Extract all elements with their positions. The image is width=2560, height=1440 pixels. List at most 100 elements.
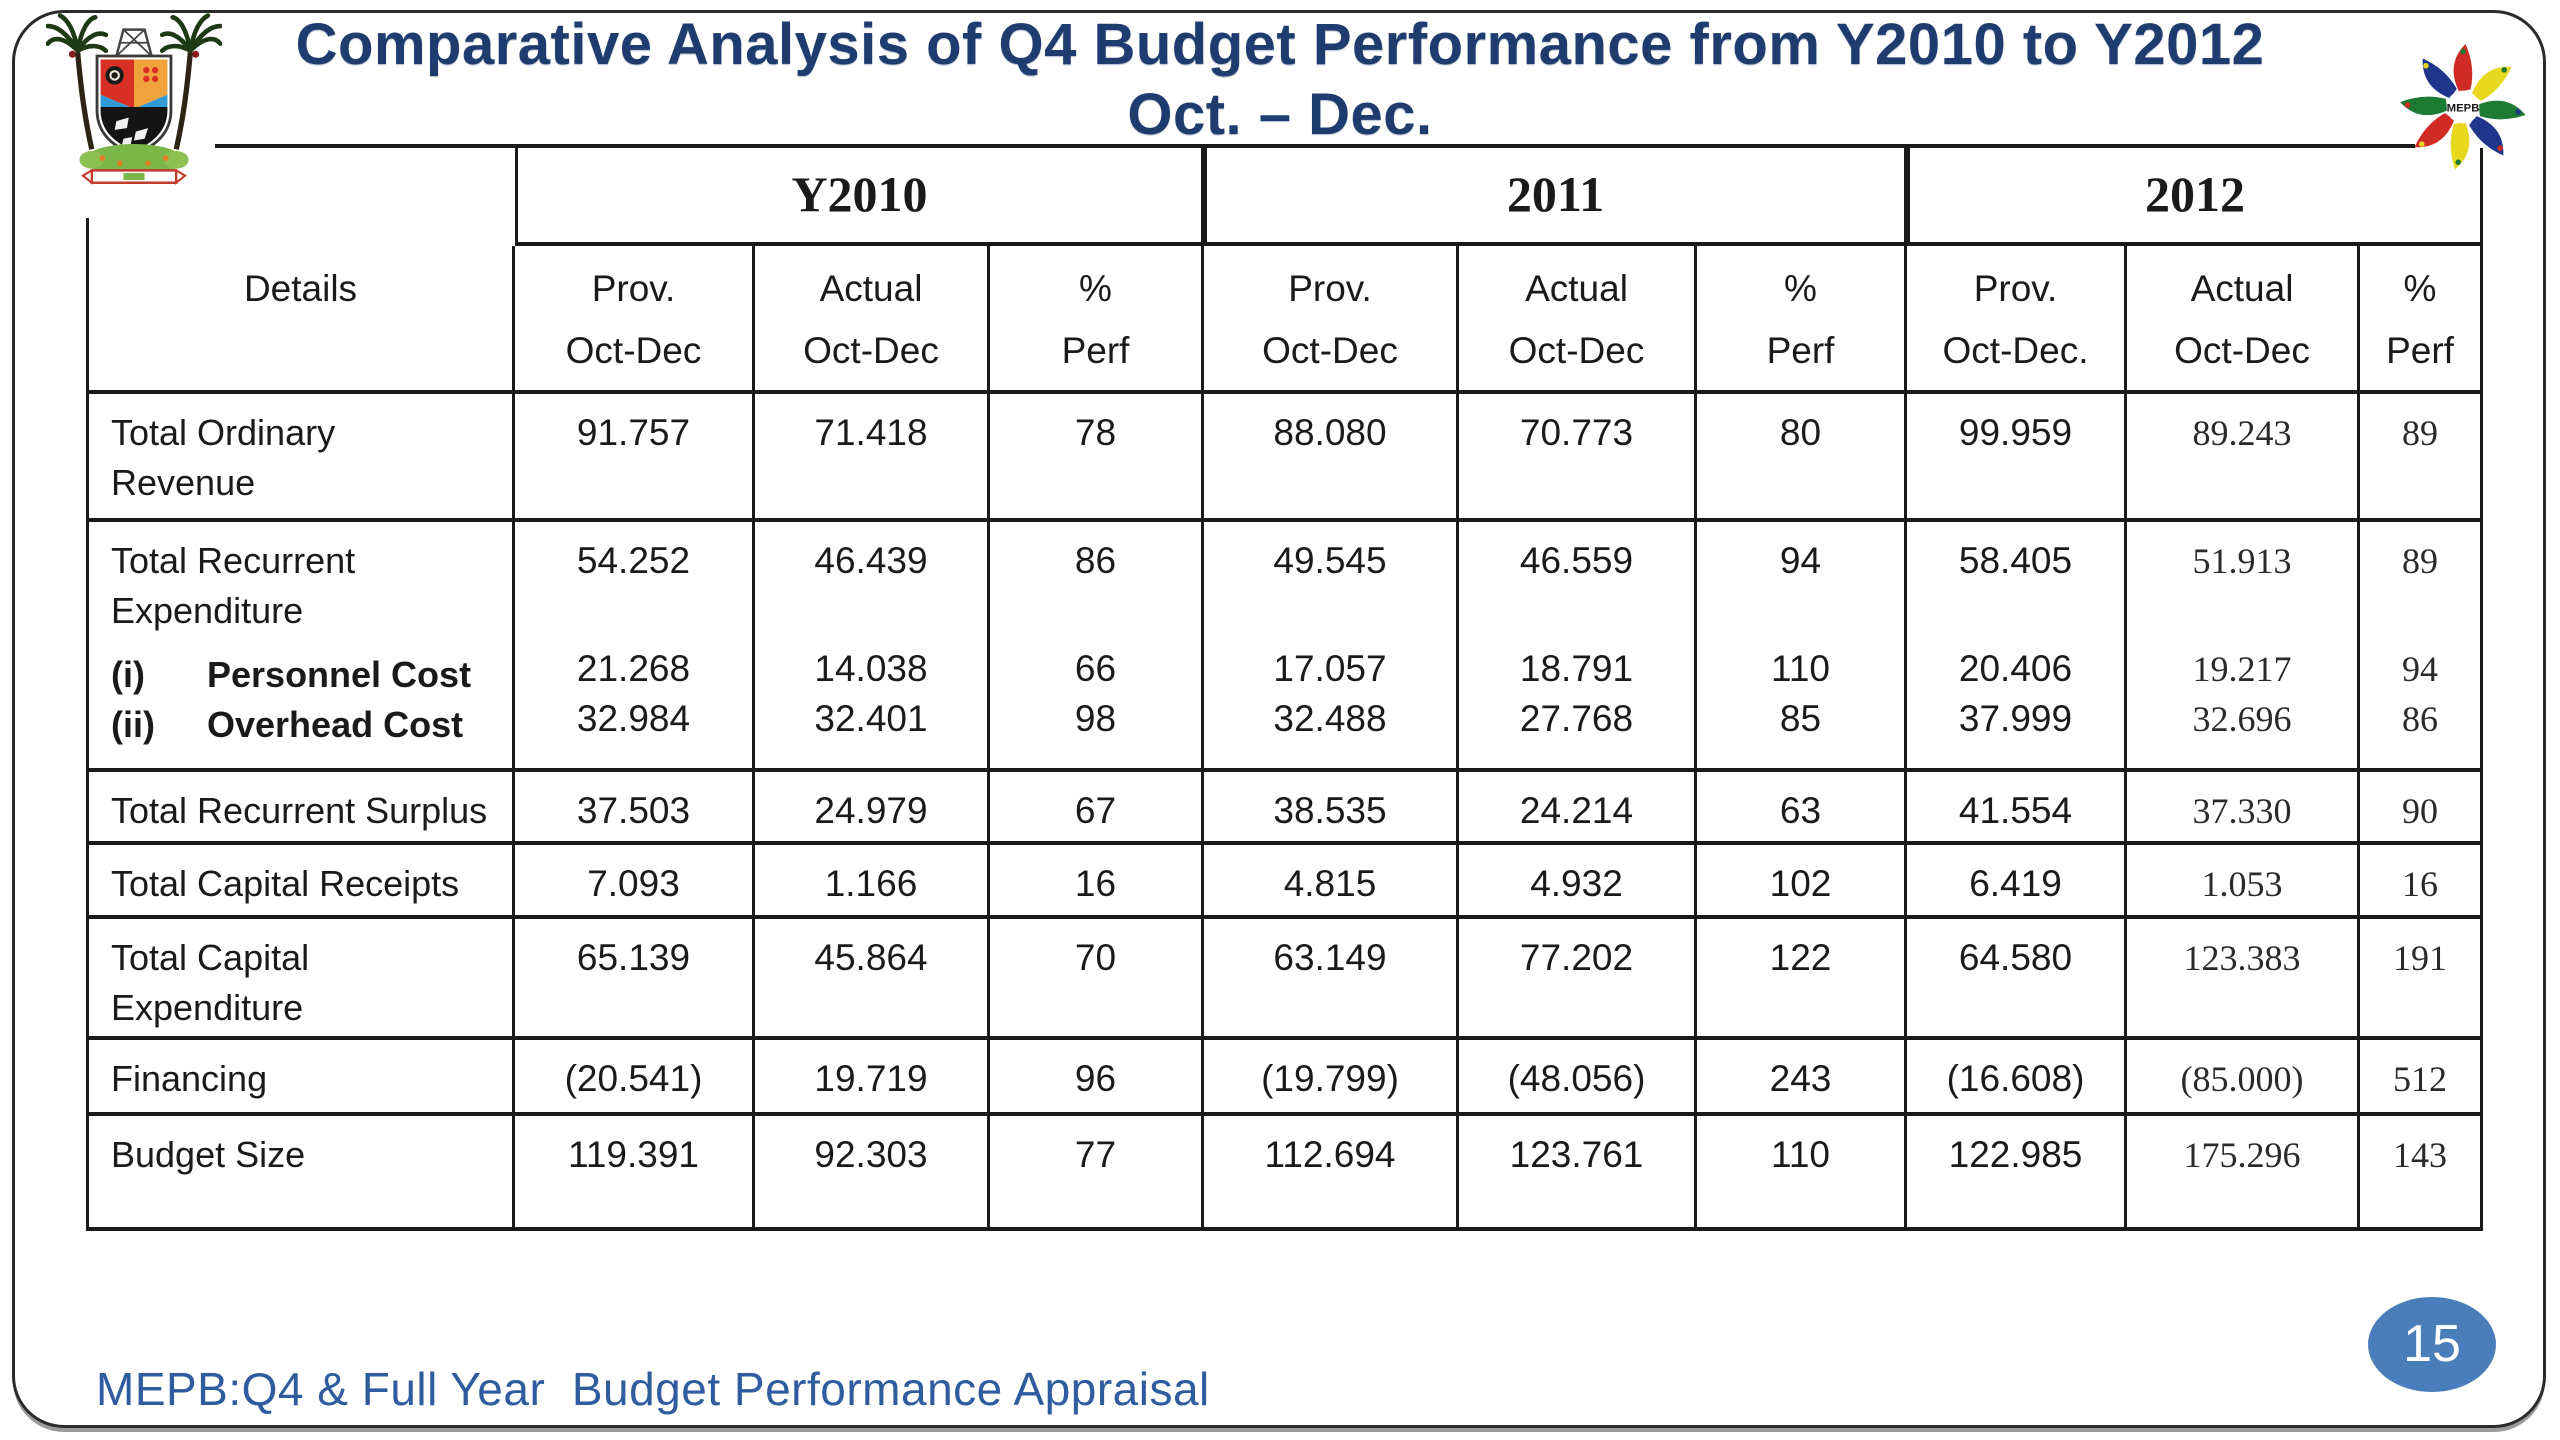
value-cell-row4-y2010-pct: 16 (990, 845, 1204, 919)
footer-text: MEPB:Q4 & Full Year Budget Performance A… (96, 1363, 1210, 1415)
value-cell-row4-y2012-pct: 16 (2360, 845, 2483, 919)
slide-title-line-2: Oct. – Dec. (1127, 82, 1433, 147)
mepb-logo: MEPB (2400, 38, 2526, 176)
value-cell-row3-y2010-prov: 37.503 (515, 772, 755, 845)
year-header-y2012: 2012 (1907, 148, 2483, 246)
value-cell-row2-y2011-actual: 46.559 18.791 27.768 (1459, 522, 1697, 772)
row-label-3: Total Recurrent Surplus (86, 772, 515, 845)
value-cell-row3-y2010-pct: 67 (990, 772, 1204, 845)
slide-title-line-1: Comparative Analysis of Q4 Budget Perfor… (295, 12, 2265, 77)
value-cell-row1-y2012-pct: 89 (2360, 394, 2483, 522)
value-cell-row1-y2012-prov: 99.959 (1907, 394, 2127, 522)
value-cell-row7-y2011-prov: 112.694 (1204, 1116, 1459, 1231)
value-cell-row6-y2010-prov: (20.541) (515, 1040, 755, 1116)
column-header-y2011-pct: % Perf (1697, 246, 1907, 394)
value-cell-row3-y2011-prov: 38.535 (1204, 772, 1459, 845)
value-cell-row5-y2010-pct: 70 (990, 919, 1204, 1040)
value-cell-row7-y2012-prov: 122.985 (1907, 1116, 2127, 1231)
value-cell-row6-y2012-actual: (85.000) (2127, 1040, 2360, 1116)
value-cell-row5-y2010-prov: 65.139 (515, 919, 755, 1040)
value-cell-row3-y2012-pct: 90 (2360, 772, 2483, 845)
mepb-logo-text: MEPB (2447, 102, 2480, 114)
value-cell-row5-y2011-pct: 122 (1697, 919, 1907, 1040)
budget-performance-table: Y2010 2011 2012 Details Prov. Oct-Dec Actual Oc… (86, 148, 2483, 1231)
value-cell-row5-y2011-actual: 77.202 (1459, 919, 1697, 1040)
value-cell-row6-y2010-pct: 96 (990, 1040, 1204, 1116)
value-cell-row4-y2011-actual: 4.932 (1459, 845, 1697, 919)
value-cell-row5-y2012-actual: 123.383 (2127, 919, 2360, 1040)
value-cell-row3-y2011-actual: 24.214 (1459, 772, 1697, 845)
value-cell-row1-y2010-prov: 91.757 (515, 394, 755, 522)
row-sublabel: (ii) Overhead Cost (111, 704, 464, 745)
value-cell-row5-y2010-actual: 45.864 (755, 919, 990, 1040)
column-header-y2011-prov: Prov. Oct-Dec (1204, 246, 1459, 394)
page-number: 15 (2403, 1315, 2461, 1373)
title-underline-rule (215, 144, 2415, 148)
value-cell-row5-y2011-prov: 63.149 (1204, 919, 1459, 1040)
year-row-spacer (86, 148, 515, 246)
value-cell-row2-y2012-actual: 51.913 19.217 32.696 (2127, 522, 2360, 772)
column-header-y2010-prov: Prov. Oct-Dec (515, 246, 755, 394)
value-cell-row7-y2010-prov: 119.391 (515, 1116, 755, 1231)
row-label-7: Budget Size (86, 1116, 515, 1231)
value-cell-row4-y2010-actual: 1.166 (755, 845, 990, 919)
value-cell-row2-y2010-prov: 54.252 21.268 32.984 (515, 522, 755, 772)
value-cell-row2-y2010-actual: 46.439 14.038 32.401 (755, 522, 990, 772)
value-cell-row2-y2011-pct: 94 110 85 (1697, 522, 1907, 772)
value-cell-row1-y2011-actual: 70.773 (1459, 394, 1697, 522)
mepb-pinwheel-graphic: MEPB (2400, 44, 2526, 170)
value-cell-row7-y2012-pct: 143 (2360, 1116, 2483, 1231)
value-cell-row5-y2012-pct: 191 (2360, 919, 2483, 1040)
year-header-y2011: 2011 (1204, 148, 1907, 246)
value-cell-row4-y2012-prov: 6.419 (1907, 845, 2127, 919)
column-header-y2012-pct: % Perf (2360, 246, 2483, 394)
value-cell-row7-y2010-pct: 77 (990, 1116, 1204, 1231)
value-cell-row7-y2011-pct: 110 (1697, 1116, 1907, 1231)
column-header-y2010-actual: Actual Oct-Dec (755, 246, 990, 394)
value-cell-row4-y2011-pct: 102 (1697, 845, 1907, 919)
lagos-state-coat-of-arms-logo (46, 12, 222, 188)
page-number-badge: 15 (2368, 1297, 2496, 1392)
row-sublabel: (i) Personnel Cost (111, 654, 472, 695)
value-cell-row2-y2012-pct: 89 94 86 (2360, 522, 2483, 772)
row-label-5: Total Capital Expenditure (86, 919, 515, 1040)
slide-title: Comparative Analysis of Q4 Budget Perfor… (0, 10, 2560, 150)
value-cell-row4-y2012-actual: 1.053 (2127, 845, 2360, 919)
value-cell-row3-y2011-pct: 63 (1697, 772, 1907, 845)
value-cell-row6-y2011-actual: (48.056) (1459, 1040, 1697, 1116)
column-header-y2011-actual: Actual Oct-Dec (1459, 246, 1697, 394)
value-cell-row2-y2010-pct: 86 66 98 (990, 522, 1204, 772)
value-cell-row1-y2010-actual: 71.418 (755, 394, 990, 522)
column-header-y2010-pct: % Perf (990, 246, 1204, 394)
row-label-6: Financing (86, 1040, 515, 1116)
value-cell-row7-y2012-actual: 175.296 (2127, 1116, 2360, 1231)
value-cell-row4-y2011-prov: 4.815 (1204, 845, 1459, 919)
value-cell-row6-y2011-pct: 243 (1697, 1040, 1907, 1116)
column-header-y2012-prov: Prov. Oct-Dec. (1907, 246, 2127, 394)
value-cell-row6-y2010-actual: 19.719 (755, 1040, 990, 1116)
value-cell-row6-y2012-prov: (16.608) (1907, 1040, 2127, 1116)
value-cell-row3-y2012-actual: 37.330 (2127, 772, 2360, 845)
value-cell-row7-y2010-actual: 92.303 (755, 1116, 990, 1231)
row-label-4: Total Capital Receipts (86, 845, 515, 919)
column-header-y2012-actual: Actual Oct-Dec (2127, 246, 2360, 394)
value-cell-row7-y2011-actual: 123.761 (1459, 1116, 1697, 1231)
value-cell-row3-y2012-prov: 41.554 (1907, 772, 2127, 845)
value-cell-row2-y2012-prov: 58.405 20.406 37.999 (1907, 522, 2127, 772)
value-cell-row6-y2012-pct: 512 (2360, 1040, 2483, 1116)
value-cell-row5-y2012-prov: 64.580 (1907, 919, 2127, 1040)
row-label-1: Total Ordinary Revenue (86, 394, 515, 522)
row-label-2: Total Recurrent Expenditure (i) Personnel C… (86, 522, 515, 772)
value-cell-row1-y2011-prov: 88.080 (1204, 394, 1459, 522)
value-cell-row2-y2011-prov: 49.545 17.057 32.488 (1204, 522, 1459, 772)
value-cell-row4-y2010-prov: 7.093 (515, 845, 755, 919)
details-column-header: Details (86, 246, 515, 394)
lagos-coat-of-arms-graphic (46, 13, 222, 185)
year-header-y2010: Y2010 (515, 148, 1204, 246)
value-cell-row1-y2012-actual: 89.243 (2127, 394, 2360, 522)
value-cell-row6-y2011-prov: (19.799) (1204, 1040, 1459, 1116)
value-cell-row1-y2010-pct: 78 (990, 394, 1204, 522)
value-cell-row3-y2010-actual: 24.979 (755, 772, 990, 845)
value-cell-row1-y2011-pct: 80 (1697, 394, 1907, 522)
table-left-border-stub (86, 218, 89, 248)
